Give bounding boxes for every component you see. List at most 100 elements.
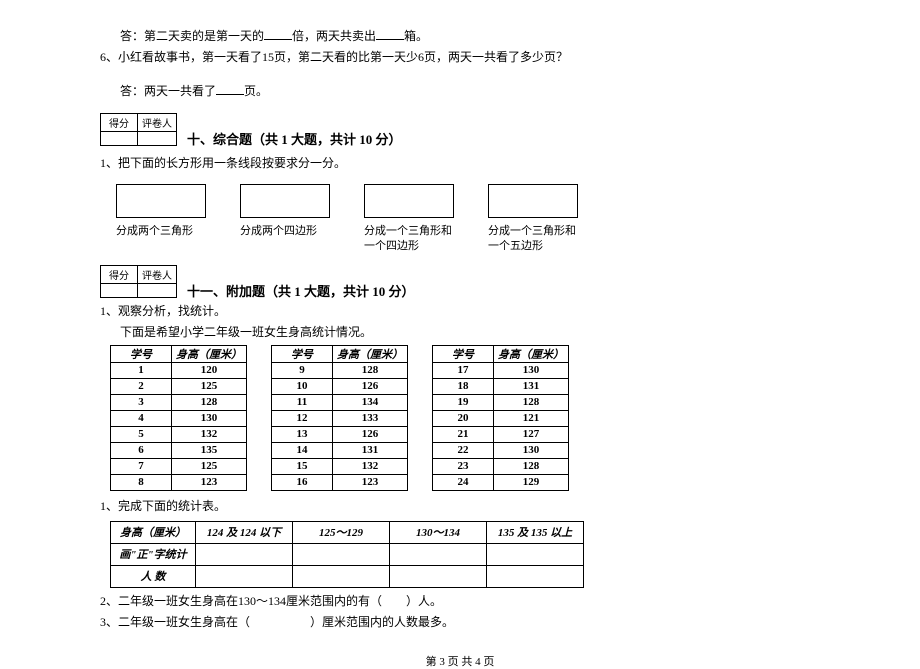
cell: 17 [433, 362, 494, 378]
cell: 2 [111, 378, 172, 394]
cell [487, 543, 584, 565]
rectangle-4 [488, 184, 578, 218]
score-box: 得分评卷人 [100, 113, 177, 146]
cell: 7 [111, 458, 172, 474]
section-11-intro: 下面是希望小学二年级一班女生身高统计情况。 [120, 323, 820, 341]
cell: 6 [111, 442, 172, 458]
th: 学号 [111, 345, 172, 362]
cell: 20 [433, 410, 494, 426]
cell: 18 [433, 378, 494, 394]
text: 答：两天一共看了 [120, 84, 216, 98]
rect-label-3: 分成一个三角形和一个四边形 [364, 224, 454, 255]
text: 答：第二天卖的是第一天的 [120, 29, 264, 43]
cell: 10 [272, 378, 333, 394]
cell: 22 [433, 442, 494, 458]
cell: 24 [433, 474, 494, 490]
blank [264, 27, 292, 40]
grader-cell [138, 132, 177, 146]
cell: 19 [433, 394, 494, 410]
cell: 130 [494, 442, 569, 458]
cell: 1 [111, 362, 172, 378]
cell: 130 [172, 410, 247, 426]
cell: 128 [172, 394, 247, 410]
cell: 14 [272, 442, 333, 458]
blank [376, 27, 404, 40]
cell: 132 [333, 458, 408, 474]
cell: 127 [494, 426, 569, 442]
th: 身高（厘米） [494, 345, 569, 362]
data-table-c: 学号身高（厘米） 17130 18131 19128 20121 21127 2… [432, 345, 569, 491]
cell: 3 [111, 394, 172, 410]
section-10-q1: 1、把下面的长方形用一条线段按要求分一分。 [100, 154, 820, 172]
section-10-header: 得分评卷人 十、综合题（共 1 大题，共计 10 分） [100, 103, 820, 148]
rectangle-3 [364, 184, 454, 218]
cell: 21 [433, 426, 494, 442]
rectangle-2 [240, 184, 330, 218]
rect-label-1: 分成两个三角形 [116, 224, 206, 255]
section-title: 十、综合题（共 1 大题，共计 10 分） [187, 129, 402, 148]
sub-q1: 1、完成下面的统计表。 [100, 497, 820, 515]
cell: 130 [494, 362, 569, 378]
sub-q2: 2、二年级一班女生身高在130～134厘米范围内的有（ ）人。 [100, 592, 820, 610]
th: 学号 [433, 345, 494, 362]
cell [390, 543, 487, 565]
score-cell [101, 132, 138, 146]
th: 130～134 [390, 521, 487, 543]
grader-label: 评卷人 [138, 265, 177, 283]
th: 125～129 [293, 521, 390, 543]
cell: 123 [172, 474, 247, 490]
cell: 11 [272, 394, 333, 410]
text: 倍，两天共卖出 [292, 29, 376, 43]
page-content: 答：第二天卖的是第一天的 倍，两天共卖出 箱。 6、小红看故事书，第一天看了15页，… [0, 0, 920, 669]
cell: 134 [333, 394, 408, 410]
data-table-b: 学号身高（厘米） 9128 10126 11134 12133 13126 14… [271, 345, 408, 491]
cell: 126 [333, 426, 408, 442]
cell: 132 [172, 426, 247, 442]
rect-label-2: 分成两个四边形 [240, 224, 330, 255]
question-6: 6、小红看故事书，第一天看了15页，第二天看的比第一天少6页，两天一共看了多少页… [100, 48, 820, 66]
cell: 125 [172, 458, 247, 474]
answer-line-2: 答：两天一共看了 页。 [120, 82, 820, 100]
data-table-a: 学号身高（厘米） 1120 2125 3128 4130 5132 6135 7… [110, 345, 247, 491]
section-11-q1: 1、观察分析，找统计。 [100, 302, 820, 320]
cell [293, 565, 390, 587]
cell: 9 [272, 362, 333, 378]
text: 箱。 [404, 29, 428, 43]
sub-q3: 3、二年级一班女生身高在（ ）厘米范围内的人数最多。 [100, 613, 820, 631]
score-label: 得分 [101, 265, 138, 283]
cell: 15 [272, 458, 333, 474]
cell: 131 [333, 442, 408, 458]
cell: 135 [172, 442, 247, 458]
cell: 12 [272, 410, 333, 426]
page-footer: 第 3 页 共 4 页 [100, 653, 820, 669]
grader-label: 评卷人 [138, 114, 177, 132]
rectangle-labels: 分成两个三角形 分成两个四边形 分成一个三角形和一个四边形 分成一个三角形和一个… [116, 224, 820, 255]
th: 学号 [272, 345, 333, 362]
th: 身高（厘米） [111, 521, 196, 543]
score-cell [101, 283, 138, 297]
th: 124 及 124 以下 [196, 521, 293, 543]
section-11-header: 得分评卷人 十一、附加题（共 1 大题，共计 10 分） [100, 255, 820, 300]
cell: 120 [172, 362, 247, 378]
grader-cell [138, 283, 177, 297]
cell: 123 [333, 474, 408, 490]
data-tables-wrap: 学号身高（厘米） 1120 2125 3128 4130 5132 6135 7… [100, 345, 820, 491]
row-label: 人 数 [111, 565, 196, 587]
cell: 16 [272, 474, 333, 490]
score-label: 得分 [101, 114, 138, 132]
th: 身高（厘米） [333, 345, 408, 362]
score-box: 得分评卷人 [100, 265, 177, 298]
th: 135 及 135 以上 [487, 521, 584, 543]
rect-label-4: 分成一个三角形和一个五边形 [488, 224, 578, 255]
cell: 121 [494, 410, 569, 426]
cell [487, 565, 584, 587]
cell [293, 543, 390, 565]
cell: 128 [333, 362, 408, 378]
tally-table: 身高（厘米） 124 及 124 以下 125～129 130～134 135 … [110, 521, 584, 588]
answer-line-1: 答：第二天卖的是第一天的 倍，两天共卖出 箱。 [120, 27, 820, 45]
cell: 23 [433, 458, 494, 474]
cell [390, 565, 487, 587]
cell [196, 543, 293, 565]
cell: 125 [172, 378, 247, 394]
text: 页。 [244, 84, 268, 98]
